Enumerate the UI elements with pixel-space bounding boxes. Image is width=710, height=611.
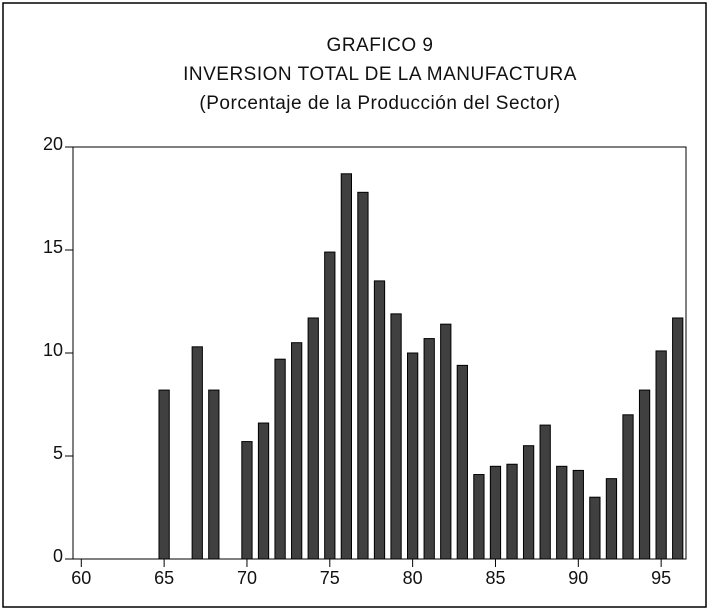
y-tick-label: 10: [43, 340, 63, 360]
y-tick-label: 20: [43, 134, 63, 154]
chart-title: GRAFICO 9: [327, 35, 434, 56]
bar: [241, 441, 253, 560]
bar: [340, 173, 353, 560]
x-tick-label: 80: [403, 568, 423, 588]
x-tick-label: 90: [568, 568, 588, 588]
x-tick-label: 65: [154, 568, 174, 588]
bar: [638, 389, 651, 560]
y-axis-label: (Porcentaje de la Producción del Sector): [199, 93, 560, 114]
bar: [672, 317, 684, 560]
bar: [324, 251, 336, 560]
bar: [440, 323, 452, 560]
bar: [357, 191, 369, 560]
bar: [605, 478, 618, 560]
bar: [489, 465, 502, 560]
x-tick-label: 70: [237, 568, 257, 588]
bar: [274, 358, 286, 560]
bar: [572, 469, 584, 560]
bar: [208, 389, 220, 560]
x-tick-label: 85: [485, 568, 505, 588]
bar: [373, 280, 386, 560]
y-tick-label: 15: [43, 237, 63, 257]
bar: [456, 364, 468, 560]
chart-subtitle: INVERSION TOTAL DE LA MANUFACTURA: [183, 64, 577, 85]
bar: [622, 414, 634, 560]
bar: [390, 313, 402, 560]
y-tick-label: 5: [53, 443, 63, 463]
bar: [191, 346, 203, 560]
x-tick-label: 60: [71, 568, 91, 588]
bar: [522, 445, 535, 560]
bar: [406, 352, 419, 560]
bar: [291, 342, 303, 560]
x-tick-label: 95: [651, 568, 671, 588]
y-tick-label: 0: [53, 546, 63, 566]
bar: [655, 350, 667, 560]
bar: [539, 424, 551, 560]
bar: [556, 465, 568, 560]
bar: [589, 496, 601, 560]
bar: [423, 338, 435, 560]
bar: [307, 317, 319, 560]
x-tick-label: 75: [320, 568, 340, 588]
bar: [473, 474, 485, 560]
bar: [506, 463, 518, 560]
bar: [257, 422, 270, 560]
bar: [158, 389, 170, 560]
